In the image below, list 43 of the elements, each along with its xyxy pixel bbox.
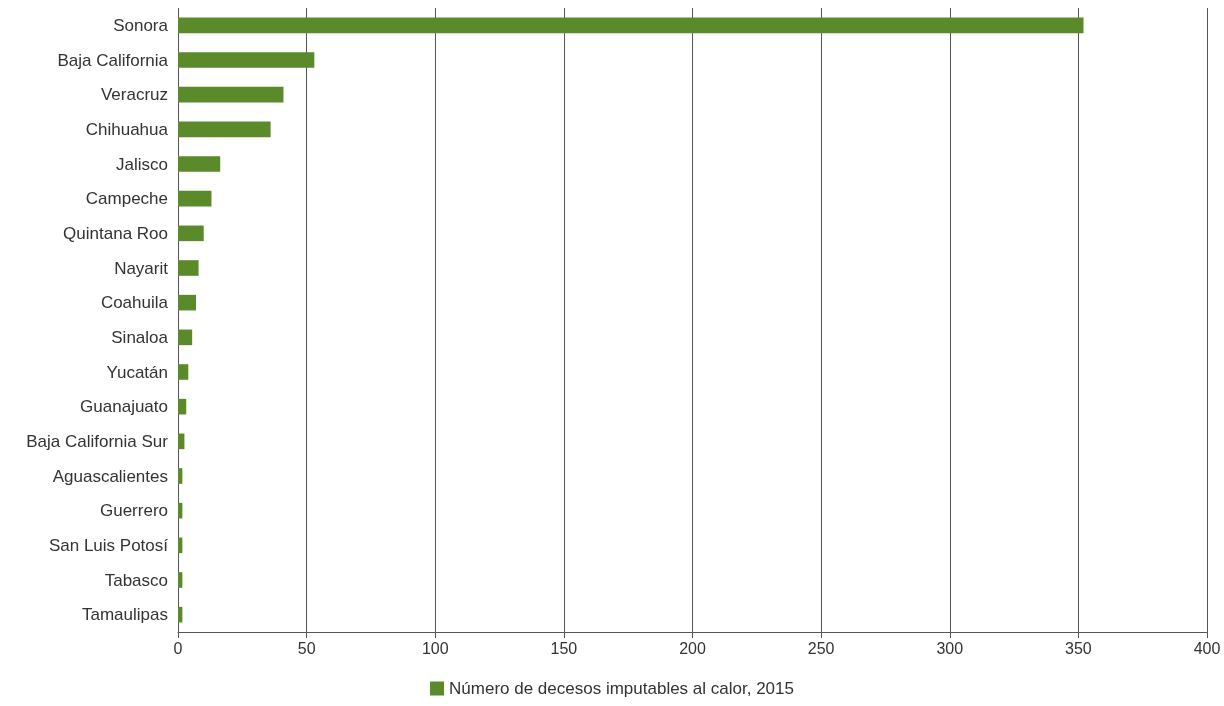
x-tick-label: 350 [1065,639,1092,657]
bar [178,260,199,276]
x-tick-label: 300 [936,639,964,657]
bar [178,329,193,346]
x-tick-label: 100 [421,639,449,657]
bar [178,52,315,68]
y-tick-label: Quintana Roo [63,223,168,243]
x-tick-label: 50 [297,639,316,657]
x-tick-label: 400 [1193,639,1221,657]
x-tick-label: 200 [679,639,706,657]
bar [178,86,284,103]
bar [178,398,187,415]
y-tick-label: San Luis Potosí [48,535,169,555]
y-tick-label: Sinaloa [111,327,169,347]
legend-label: Número de decesos imputables al calor, 2015 [449,679,794,698]
y-tick-label: Sonora [113,15,169,35]
y-tick-label: Tabasco [104,570,168,590]
x-tick-label: 250 [807,639,835,657]
bar [178,572,183,588]
y-tick-label: Campeche [85,189,168,209]
bar [178,364,189,380]
bar [178,294,197,311]
y-tick-label: Guanajuato [80,397,168,417]
y-tick-label: Guerrero [99,501,168,521]
y-tick-label: Veracruz [100,85,168,105]
y-tick-label: Coahuila [100,293,169,313]
y-tick-label: Nayarit [114,258,169,278]
bar [178,225,204,242]
bar [178,433,185,450]
bar [178,156,221,172]
y-tick-label: Jalisco [116,154,168,174]
y-tick-label: Baja California [57,50,169,70]
y-tick-label: Baja California Sur [26,431,169,451]
bar [178,121,271,138]
bar [178,468,183,484]
bar [178,17,1084,34]
x-tick-label: 150 [550,639,578,657]
y-tick-label: Tamaulipas [82,605,168,625]
bar [178,190,212,207]
y-tick-label: Chihuahua [85,119,169,139]
y-tick-label: Yucatán [106,362,168,382]
y-tick-label: Aguascalientes [52,466,168,486]
x-tick-label: 0 [173,639,183,657]
